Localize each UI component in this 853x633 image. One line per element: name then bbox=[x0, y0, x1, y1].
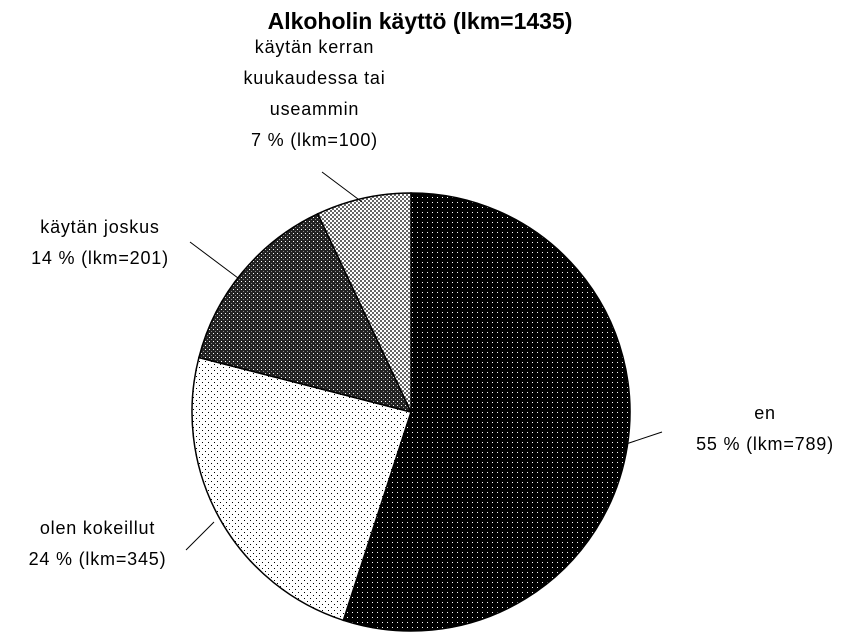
leader-line bbox=[185, 521, 215, 551]
chart-title: Alkoholin käyttö (lkm=1435) bbox=[267, 8, 573, 34]
leader-line bbox=[321, 171, 363, 203]
pie-slice bbox=[316, 192, 412, 413]
leaders bbox=[185, 171, 663, 551]
category-label: käytän kerran kuukaudessa tai useammin bbox=[243, 37, 386, 119]
category-label: en bbox=[754, 403, 776, 423]
pie-slice bbox=[342, 192, 631, 632]
category-label: olen kokeillut bbox=[39, 518, 156, 538]
slice-label: en 55 % (lkm=789) bbox=[660, 398, 853, 460]
value-label: 14 % (lkm=201) bbox=[31, 248, 169, 268]
leader-line bbox=[189, 241, 239, 279]
value-label: 55 % (lkm=789) bbox=[696, 434, 834, 454]
leader-line bbox=[619, 431, 663, 447]
pie bbox=[191, 192, 631, 632]
pie-slice bbox=[191, 356, 412, 622]
slice-label: olen kokeillut 24 % (lkm=345) bbox=[0, 513, 195, 575]
slice-label: käytän kerran kuukaudessa tai useammin 7 … bbox=[222, 32, 407, 156]
slice-label: käytän joskus 14 % (lkm=201) bbox=[0, 212, 200, 274]
value-label: 7 % (lkm=100) bbox=[251, 130, 378, 150]
pie-slice bbox=[197, 212, 413, 414]
category-label: käytän joskus bbox=[40, 217, 160, 237]
value-label: 24 % (lkm=345) bbox=[28, 549, 167, 569]
